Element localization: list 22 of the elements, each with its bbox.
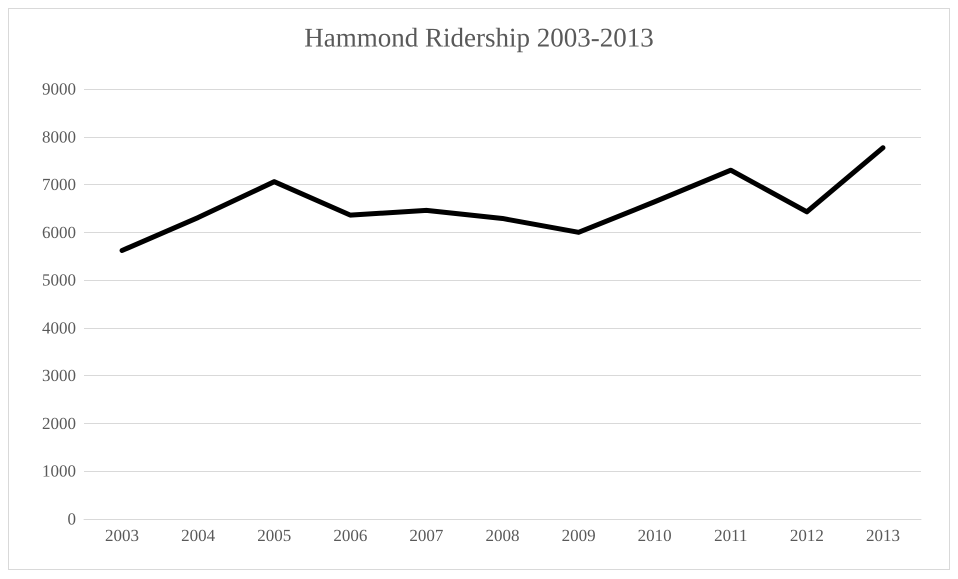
x-tick-label: 2006 [333, 526, 368, 545]
y-tick-label: 3000 [42, 366, 76, 386]
y-tick-label: 6000 [42, 222, 76, 242]
y-tick-label: 7000 [42, 175, 76, 194]
y-tick-label: 9000 [42, 80, 76, 98]
x-tick-label: 2004 [181, 526, 216, 545]
y-tick-label: 1000 [42, 462, 76, 481]
y-tick-label: 2000 [42, 414, 76, 433]
x-tick-label: 2009 [562, 526, 596, 545]
x-tick-label: 2005 [257, 526, 292, 545]
x-tick-label: 2013 [866, 526, 900, 545]
x-tick-label: 2007 [409, 526, 444, 545]
x-tick-label: 2011 [714, 526, 748, 545]
x-tick-label: 2012 [790, 526, 824, 545]
y-tick-label: 4000 [42, 318, 76, 338]
x-tick-label: 2008 [486, 526, 520, 545]
chart-title: Hammond Ridership 2003-2013 [304, 22, 654, 52]
x-tick-label: 2010 [638, 526, 672, 545]
y-tick-label: 5000 [42, 270, 76, 290]
y-tick-label: 0 [68, 510, 76, 528]
y-tick-label: 8000 [42, 127, 76, 146]
x-tick-label: 2003 [105, 526, 140, 545]
